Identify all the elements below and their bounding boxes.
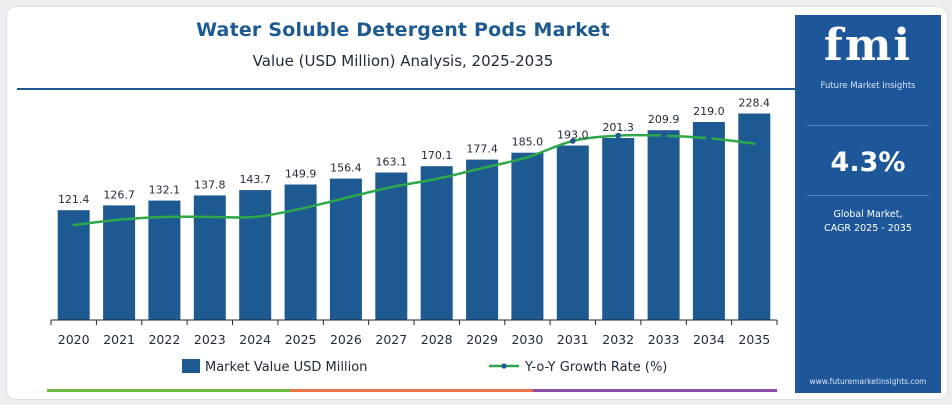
x-tick-label-2025: 2025	[285, 332, 317, 347]
data-label-2025: 149.9	[285, 168, 317, 181]
x-tick-label-2033: 2033	[648, 332, 680, 347]
sidebar-divider	[807, 195, 929, 196]
bottom-accent-green	[47, 389, 290, 392]
legend-swatch-marker	[501, 363, 507, 369]
data-label-2024: 143.7	[239, 173, 271, 186]
data-label-2031: 193.0	[557, 129, 589, 142]
x-tick-label-2024: 2024	[239, 332, 271, 347]
x-tick-label-2028: 2028	[421, 332, 453, 347]
bar-2030	[511, 152, 544, 320]
data-label-2023: 137.8	[194, 178, 226, 191]
x-tick-label-2034: 2034	[693, 332, 725, 347]
x-tick-label-2021: 2021	[103, 332, 135, 347]
growth-point-2032	[615, 132, 621, 139]
brand-sidebar: fmi Future Market Insights 4.3% Global M…	[795, 15, 941, 393]
website-link[interactable]: www.futuremarketinsights.com	[809, 377, 927, 386]
x-tick-label-2031: 2031	[557, 332, 589, 347]
data-label-2027: 163.1	[376, 156, 408, 169]
x-tick-label-2020: 2020	[58, 332, 90, 347]
chart-subtitle: Value (USD Million) Analysis, 2025-2035	[252, 52, 554, 70]
legend: Market Value USD Million Y-o-Y Growth Ra…	[182, 359, 667, 375]
cagr-value: 4.3%	[830, 147, 906, 178]
x-tick-label-2027: 2027	[375, 332, 407, 347]
bar-2027	[375, 172, 408, 320]
cagr-label: Global Market,	[833, 209, 903, 220]
bottom-accent-orange	[290, 389, 533, 392]
growth-point-2033	[660, 132, 667, 139]
bar-2031	[556, 145, 589, 320]
bar-2026	[329, 178, 362, 320]
x-tick-label-2022: 2022	[148, 332, 180, 347]
bottom-accent-bar	[47, 389, 777, 392]
x-tick-label-2030: 2030	[511, 332, 543, 347]
growth-rate-line	[72, 133, 756, 227]
bar-2021	[103, 205, 136, 320]
data-label-2032: 201.3	[602, 121, 634, 134]
bar-2035	[738, 113, 771, 320]
bar-2029	[466, 159, 499, 320]
logo-caption: Future Market Insights	[820, 81, 916, 91]
growth-point-2031	[570, 138, 576, 144]
bar-2023	[193, 195, 226, 320]
data-label-2020: 121.4	[58, 193, 90, 206]
legend-swatch-bars	[182, 359, 200, 373]
sidebar-divider	[807, 125, 929, 126]
legend-label-line: Y-o-Y Growth Rate (%)	[524, 360, 667, 375]
data-label-2026: 156.4	[330, 162, 362, 175]
bottom-accent-purple	[533, 389, 777, 392]
bar-2020	[57, 210, 90, 320]
chart-title: Water Soluble Detergent Pods Market	[196, 19, 610, 41]
header-divider	[17, 88, 795, 90]
data-label-2028: 170.1	[421, 149, 453, 162]
x-tick-label-2032: 2032	[602, 332, 634, 347]
x-tick-label-2035: 2035	[738, 332, 770, 347]
bar-2025	[284, 184, 317, 320]
growth-point-2034	[706, 135, 712, 142]
bar-2022	[148, 200, 181, 320]
bar-2032	[602, 138, 635, 320]
growth-line-layer	[72, 132, 756, 227]
x-tick-label-2029: 2029	[466, 332, 498, 347]
data-label-2035: 228.4	[739, 97, 771, 110]
data-label-2022: 132.1	[149, 184, 181, 197]
data-label-2030: 185.0	[512, 136, 544, 149]
x-tick-label-2026: 2026	[330, 332, 362, 347]
x-tick-layer: 2020 2021 2022 2023 2024 2025 2026 2027 2028 2029…	[50, 320, 778, 347]
value-labels-layer: 121.4 126.7 132.1 137.8 143.7 149.9 156.4 163.1…	[58, 97, 770, 207]
bar-2033	[647, 130, 680, 320]
bar-2028	[420, 166, 453, 320]
data-label-2021: 126.7	[103, 188, 135, 201]
chart-area: 121.4 126.7 132.1 137.8 143.7 149.9 156.4 163.1…	[50, 97, 778, 375]
data-label-2029: 177.4	[466, 143, 498, 156]
x-tick-label-2023: 2023	[194, 332, 226, 347]
cagr-period-label: CAGR 2025 - 2035	[824, 223, 912, 234]
fmi-logo: fmi	[823, 20, 913, 71]
chart-card: Water Soluble Detergent Pods Market Valu…	[6, 6, 948, 400]
legend-label-bars: Market Value USD Million	[205, 360, 367, 375]
data-label-2033: 209.9	[648, 113, 680, 126]
data-label-2034: 219.0	[693, 105, 725, 118]
bar-2034	[692, 122, 725, 320]
bar-2024	[239, 190, 272, 320]
